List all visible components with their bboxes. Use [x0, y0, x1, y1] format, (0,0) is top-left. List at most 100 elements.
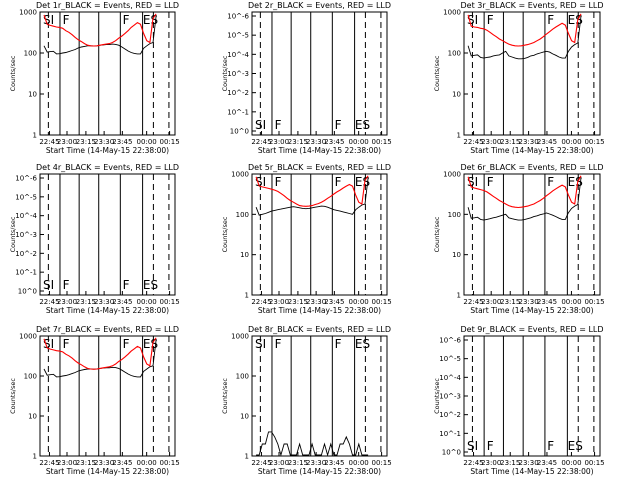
panel-det4: Det 4r_BLACK = Events, RED = LLD Counts/s…: [9, 163, 180, 315]
panel-title: Det 5r_BLACK = Events, RED = LLD: [248, 163, 391, 172]
marker-si: SI: [467, 439, 478, 453]
y-tick-label: 100: [236, 211, 249, 219]
y-tick-label: 10^-5: [227, 32, 249, 40]
plot-frame: [39, 335, 176, 457]
x-axis-label: Start Time (14-May-15 22:38:00): [258, 467, 381, 476]
marker-f: F: [123, 13, 130, 27]
y-tick-label: 10^-4: [439, 374, 461, 382]
marker-es: ES: [355, 337, 370, 351]
marker-f: F: [123, 337, 130, 351]
y-tick-label: 10^-2: [439, 411, 461, 419]
plot-frame: [39, 11, 176, 136]
x-tick-label: 23:30: [519, 138, 539, 146]
series-events: [467, 177, 582, 221]
y-axis-label: Counts/sec: [9, 216, 17, 252]
y-axis-label: Counts/sec: [221, 216, 229, 252]
x-axis-label: Start Time (14-May-15 22:38:00): [46, 306, 169, 315]
x-axis-label: Start Time (14-May-15 22:38:00): [258, 146, 381, 155]
series-events: [43, 15, 157, 55]
x-tick-label: 22:45: [463, 138, 483, 146]
x-tick-label: 23:30: [306, 298, 326, 306]
x-tick-label: 00:00: [561, 459, 581, 467]
x-tick-label: 00:00: [349, 459, 369, 467]
x-tick-label: 23:45: [324, 298, 344, 306]
marker-f: F: [335, 118, 342, 132]
x-tick-label: 23:15: [76, 459, 96, 467]
y-tick-label: 1000: [231, 333, 249, 341]
marker-f: F: [547, 175, 554, 189]
x-tick-label: 22:45: [251, 298, 271, 306]
y-tick-label: 100: [236, 373, 249, 381]
marker-si: SI: [43, 13, 54, 27]
y-tick-label: 10^-6: [15, 175, 37, 183]
y-tick-label: 10^-2: [227, 89, 249, 97]
marker-si: SI: [467, 175, 478, 189]
panel-det7: Det 7r_BLACK = Events, RED = LLD Counts/s…: [9, 325, 180, 476]
y-tick-label: 1: [245, 453, 249, 461]
x-tick-label: 22:45: [463, 298, 483, 306]
marker-si: SI: [467, 13, 478, 27]
x-tick-label: 23:15: [500, 459, 520, 467]
marker-f: F: [487, 439, 494, 453]
y-tick-label: 100: [448, 50, 461, 58]
x-tick-label: 23:15: [288, 459, 308, 467]
x-tick-label: 00:15: [584, 298, 604, 306]
marker-es: ES: [143, 278, 158, 292]
panel-title: Det 2r_BLACK = Events, RED = LLD: [248, 1, 391, 10]
x-tick-label: 00:00: [137, 138, 157, 146]
y-tick-label: 10: [452, 251, 461, 259]
x-tick-label: 23:00: [57, 459, 77, 467]
panel-title: Det 1r_BLACK = Events, RED = LLD: [36, 1, 179, 10]
x-tick-label: 23:15: [76, 298, 96, 306]
y-tick-label: 1: [33, 132, 37, 140]
y-tick-label: 10^-5: [15, 193, 37, 201]
x-tick-label: 22:45: [39, 298, 59, 306]
y-tick-label: 10^-6: [439, 337, 461, 345]
y-tick-label: 10^-3: [439, 393, 461, 401]
marker-f: F: [123, 278, 130, 292]
y-axis-label: Counts/sec: [433, 378, 441, 414]
x-tick-label: 22:45: [251, 138, 271, 146]
x-tick-label: 23:30: [519, 298, 539, 306]
marker-f: F: [335, 337, 342, 351]
y-tick-label: 1: [457, 292, 461, 300]
y-tick-label: 10^-3: [15, 231, 37, 239]
x-tick-label: 23:30: [94, 138, 114, 146]
y-tick-label: 10^0: [442, 449, 461, 457]
y-tick-label: 100: [24, 373, 37, 381]
x-tick-label: 23:30: [306, 459, 326, 467]
x-tick-label: 23:45: [112, 138, 132, 146]
plot-frame: [463, 11, 601, 136]
panel-det2: Det 2r_BLACK = Events, RED = LLD Counts/s…: [221, 1, 392, 155]
y-tick-label: 10^-1: [15, 269, 37, 277]
x-tick-label: 22:45: [39, 459, 59, 467]
x-tick-label: 23:15: [500, 138, 520, 146]
x-tick-label: 23:45: [324, 459, 344, 467]
x-tick-label: 23:15: [76, 138, 96, 146]
marker-f: F: [487, 175, 494, 189]
marker-f: F: [275, 337, 282, 351]
series-lld: [467, 175, 582, 209]
x-tick-label: 23:15: [288, 138, 308, 146]
y-axis-label: Counts/sec: [221, 378, 229, 414]
panel-det9: Det 9r_BLACK = Events, RED = LLD Counts/s…: [433, 325, 605, 476]
marker-f: F: [547, 439, 554, 453]
x-axis-label: Start Time (14-May-15 22:38:00): [258, 306, 381, 315]
x-tick-label: 23:00: [481, 138, 501, 146]
x-tick-label: 23:45: [537, 459, 557, 467]
x-tick-label: 23:45: [112, 459, 132, 467]
x-axis-label: Start Time (14-May-15 22:38:00): [46, 146, 169, 155]
x-tick-label: 23:30: [519, 459, 539, 467]
panel-det8: Det 8r_BLACK = Events, RED = LLD Counts/s…: [221, 325, 392, 476]
y-tick-label: 1000: [19, 9, 37, 17]
y-tick-label: 1000: [231, 171, 249, 179]
panel-title: Det 7r_BLACK = Events, RED = LLD: [36, 325, 179, 334]
x-tick-label: 23:00: [481, 459, 501, 467]
series-events: [43, 339, 157, 378]
x-tick-label: 23:00: [57, 138, 77, 146]
y-tick-label: 10: [452, 91, 461, 99]
marker-si: SI: [255, 337, 266, 351]
y-tick-label: 10^0: [230, 128, 249, 136]
x-axis-label: Start Time (14-May-15 22:38:00): [470, 306, 593, 315]
marker-f: F: [63, 337, 70, 351]
